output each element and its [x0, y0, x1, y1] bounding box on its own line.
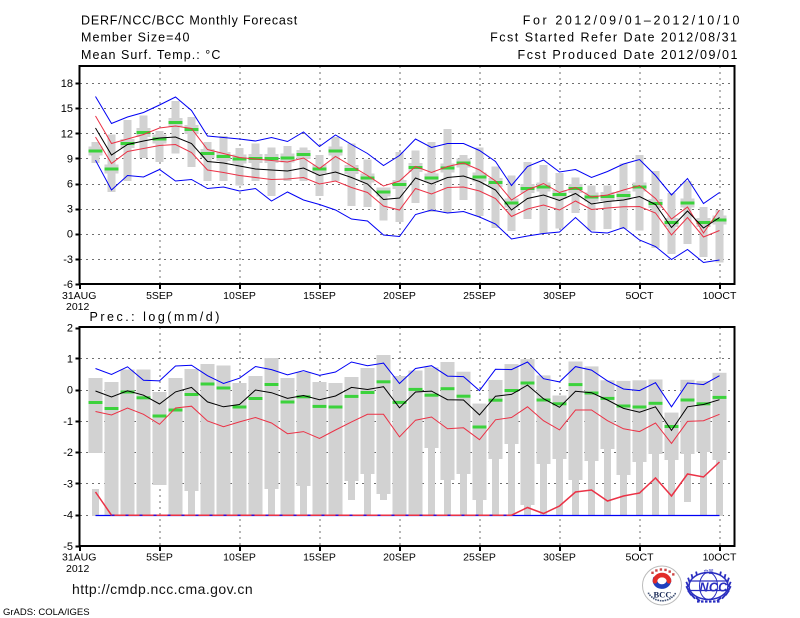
svg-text:-4: -4 [63, 510, 73, 522]
svg-text:25SEP: 25SEP [463, 552, 496, 564]
svg-text:20SEP: 20SEP [383, 290, 416, 302]
svg-text:1: 1 [67, 353, 73, 365]
svg-text:5OCT: 5OCT [625, 290, 654, 302]
svg-text:25SEP: 25SEP [463, 290, 496, 302]
svg-text:5SEP: 5SEP [146, 290, 173, 302]
svg-text:10SEP: 10SEP [223, 552, 256, 564]
svg-text:http://cmdp.ncc.cma.gov.cn: http://cmdp.ncc.cma.gov.cn [72, 581, 253, 597]
svg-text:12: 12 [61, 128, 73, 140]
svg-text:Fcst Produced Date 2012/09/01: Fcst Produced Date 2012/09/01 [518, 48, 739, 62]
svg-text:-3: -3 [63, 478, 73, 490]
svg-text:10OCT: 10OCT [703, 552, 737, 564]
svg-text:31AUG: 31AUG [62, 552, 96, 564]
svg-text:2012: 2012 [66, 301, 90, 313]
svg-text:BCC: BCC [654, 590, 672, 600]
svg-text:30SEP: 30SEP [543, 290, 576, 302]
svg-text:-5: -5 [63, 541, 73, 553]
svg-text:For 2012/09/01–2012/10/10: For 2012/09/01–2012/10/10 [523, 14, 742, 28]
svg-text:中国: 中国 [703, 569, 713, 576]
svg-text:Member Size=40: Member Size=40 [81, 31, 191, 45]
svg-text:15: 15 [61, 103, 73, 115]
svg-text:2: 2 [67, 323, 73, 335]
svg-text:Fcst Started Refer Date 2012/0: Fcst Started Refer Date 2012/08/31 [490, 31, 738, 45]
svg-text:10SEP: 10SEP [223, 290, 256, 302]
svg-text:0: 0 [67, 385, 73, 397]
svg-text:2012: 2012 [66, 563, 90, 575]
svg-text:-2: -2 [63, 447, 73, 459]
svg-text:18: 18 [61, 78, 73, 90]
svg-text:GrADS: COLA/IGES: GrADS: COLA/IGES [3, 607, 90, 618]
svg-text:30SEP: 30SEP [543, 552, 576, 564]
svg-text:10OCT: 10OCT [703, 290, 737, 302]
svg-text:0: 0 [67, 229, 73, 241]
svg-text:15SEP: 15SEP [303, 552, 336, 564]
svg-text:9: 9 [67, 153, 73, 165]
svg-text:5SEP: 5SEP [146, 552, 173, 564]
svg-text:-3: -3 [63, 254, 73, 266]
svg-text:5OCT: 5OCT [625, 552, 654, 564]
svg-text:-6: -6 [63, 279, 73, 291]
svg-text:-1: -1 [63, 416, 73, 428]
svg-text:31AUG: 31AUG [62, 290, 96, 302]
svg-text:15SEP: 15SEP [303, 290, 336, 302]
svg-text:Prec.: log(mm/d): Prec.: log(mm/d) [90, 310, 222, 324]
svg-text:DERF/NCC/BCC Monthly Forecast: DERF/NCC/BCC Monthly Forecast [81, 14, 298, 28]
svg-text:20SEP: 20SEP [383, 552, 416, 564]
svg-text:3: 3 [67, 204, 73, 216]
svg-text:NCC: NCC [700, 581, 729, 595]
svg-text:Mean Surf. Temp.: °C: Mean Surf. Temp.: °C [81, 48, 221, 62]
svg-text:6: 6 [67, 179, 73, 191]
